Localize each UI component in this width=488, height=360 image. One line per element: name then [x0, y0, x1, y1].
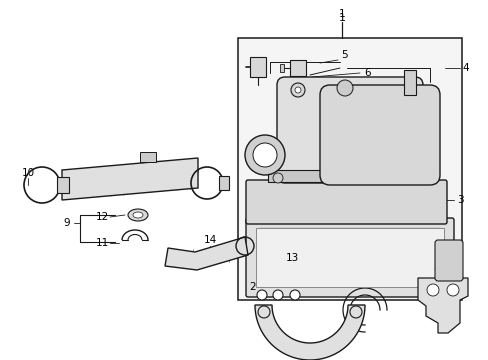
Text: 14: 14 [203, 235, 216, 245]
Circle shape [272, 290, 283, 300]
Text: 10: 10 [21, 168, 35, 178]
Bar [249, 57, 265, 77]
Ellipse shape [133, 212, 142, 218]
FancyBboxPatch shape [245, 180, 446, 224]
Circle shape [446, 284, 458, 296]
Polygon shape [164, 237, 247, 270]
Text: 10: 10 [186, 167, 199, 177]
Polygon shape [417, 278, 467, 333]
Bar [238, 38, 461, 300]
Text: 1: 1 [338, 13, 345, 23]
Circle shape [289, 290, 299, 300]
Bar [256, 228, 443, 287]
Text: 11: 11 [95, 238, 108, 248]
FancyBboxPatch shape [276, 77, 422, 183]
Bar [267, 170, 417, 182]
Circle shape [252, 143, 276, 167]
Text: 12: 12 [95, 212, 108, 222]
Bar [403, 70, 415, 95]
Circle shape [290, 83, 305, 97]
Polygon shape [62, 158, 198, 200]
Text: 9: 9 [63, 218, 70, 228]
Bar [219, 176, 228, 190]
Text: 5: 5 [341, 50, 347, 60]
Text: 8: 8 [433, 263, 439, 273]
Bar [239, 39, 460, 299]
Text: 13: 13 [285, 253, 298, 263]
Circle shape [244, 135, 285, 175]
FancyBboxPatch shape [434, 240, 462, 281]
Text: 2: 2 [249, 282, 256, 292]
Polygon shape [254, 305, 364, 360]
Text: 1: 1 [338, 9, 345, 19]
Circle shape [257, 290, 266, 300]
Circle shape [294, 87, 301, 93]
Circle shape [426, 284, 438, 296]
Bar [140, 152, 156, 162]
FancyBboxPatch shape [319, 85, 439, 185]
Bar [239, 39, 460, 299]
Text: 4: 4 [462, 63, 468, 73]
Text: 3: 3 [456, 195, 462, 205]
Text: 6: 6 [364, 68, 370, 78]
Text: 7: 7 [318, 85, 325, 95]
FancyBboxPatch shape [245, 218, 453, 297]
Circle shape [336, 80, 352, 96]
Bar [289, 60, 305, 76]
Bar [280, 64, 284, 72]
Ellipse shape [128, 209, 148, 221]
Bar [57, 177, 69, 193]
Circle shape [272, 173, 283, 183]
